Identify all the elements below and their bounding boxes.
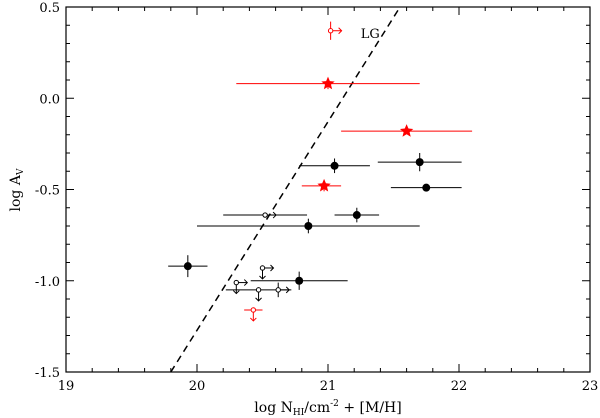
y-tick-label: -0.5 [35,184,60,199]
circle-marker [422,183,431,192]
open-circle-marker [233,279,240,286]
down-arrow-head [255,297,262,302]
circle-marker [304,222,313,230]
data-point [236,76,420,90]
y-tick-label: 0.5 [39,1,60,16]
right-arrow-head [272,211,277,219]
data-point [168,255,208,278]
x-axis-label: log NHI/cm-2 + [M/H] [254,399,401,418]
right-arrow-head [338,27,343,35]
x-tick-label: 23 [582,379,599,394]
y-axis-label-main: log A [8,174,24,211]
x-axis-label-sub: HI [293,408,305,418]
down-arrow-head [232,290,240,295]
circle-marker [295,276,304,285]
plot-frame [65,6,591,373]
data-point [232,279,249,295]
y-tick-label: 0.0 [39,92,60,107]
series-red-limits [244,21,343,322]
data-point [259,264,275,280]
y-tick-label: -1.5 [35,366,60,381]
y-tick-label: -1.0 [35,275,60,290]
star-marker [399,124,414,137]
ticks: 19 20 21 22 23 -1.5 -1.0 -0.5 0.0 0.5 [35,1,598,394]
open-circle-marker [327,28,334,34]
data-point [377,153,462,172]
y-axis-label: log AV [8,168,26,211]
data-point [244,307,263,322]
x-tick-label: 22 [451,379,468,394]
data-point [390,183,462,192]
down-arrow-head [249,317,257,322]
open-circle-marker [255,287,262,293]
data-point [327,21,343,40]
x-tick-label: 20 [189,379,206,394]
series-red-stars [236,76,473,192]
data-point [250,271,348,290]
data-point [334,207,380,223]
lg-line-group [170,6,401,373]
data-point [197,218,420,234]
right-arrow-head [243,279,249,286]
x-axis-label-main: log N [254,400,293,416]
open-circle-marker [262,212,268,218]
open-circle-marker [259,265,266,271]
circle-marker [415,158,424,167]
open-circle-marker [275,287,281,293]
right-arrow-head [285,286,290,294]
data-point [299,158,370,174]
star-marker [321,76,335,90]
y-axis-label-sub: V [16,168,26,176]
series-black-filled [168,153,462,290]
data-point [275,282,290,298]
series-black-limits [223,211,308,302]
data-points [168,21,473,322]
x-tick-label: 19 [58,379,75,394]
star-marker [317,178,331,192]
circle-marker [330,161,339,170]
axes-frame [65,6,591,373]
right-arrow-head [270,264,275,272]
lg-relation-line [170,6,401,373]
data-point [341,124,473,137]
x-axis-label-rest: /cm [304,400,330,416]
x-axis-label-tail: + [M/H] [339,400,402,416]
x-tick-label: 21 [320,379,337,394]
lg-annotation: LG [361,27,380,42]
circle-marker [352,211,361,220]
labels: LG log NHI/cm-2 + [M/H] log AV [8,27,402,418]
circle-marker [183,262,192,271]
x-axis-label-sup: -2 [330,399,339,409]
down-arrow-head [259,275,266,280]
data-point [223,211,308,219]
open-circle-marker [250,307,257,313]
data-point [301,178,342,192]
